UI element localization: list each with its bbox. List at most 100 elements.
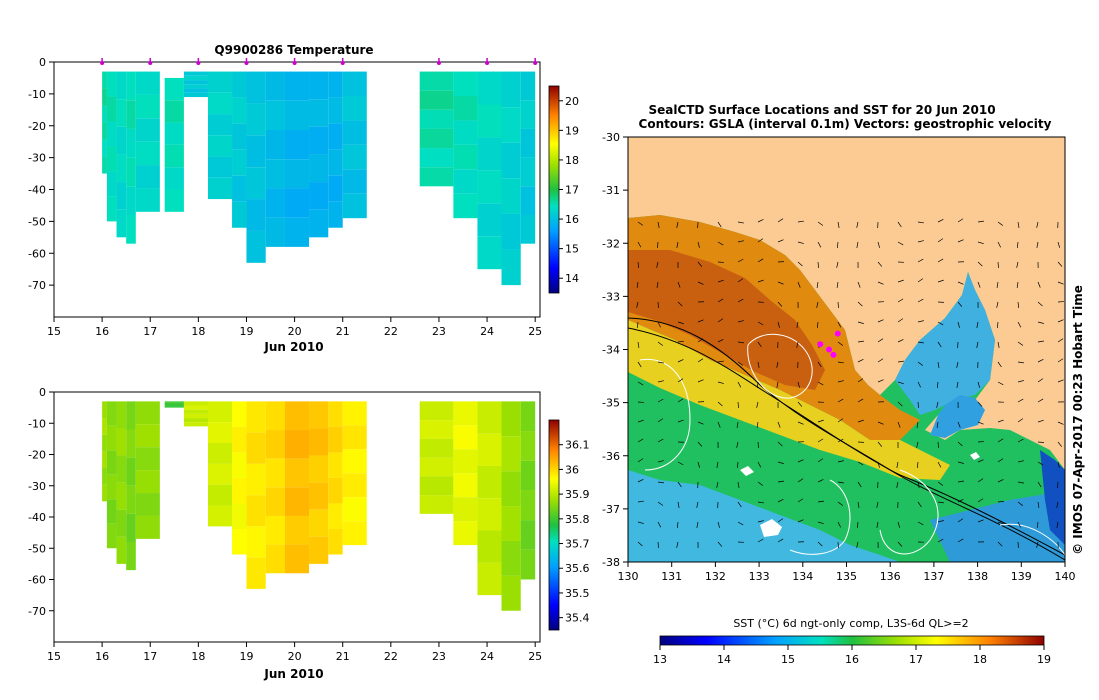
velocity-vector: [657, 541, 659, 549]
velocity-vector: [797, 519, 804, 523]
velocity-vector: [817, 241, 822, 248]
profile-cell: [116, 99, 127, 127]
velocity-vector: [857, 481, 862, 488]
profile-cell: [232, 201, 247, 228]
velocity-vector: [757, 219, 764, 223]
profile-cell: [116, 455, 127, 483]
profile-cell: [309, 455, 329, 483]
velocity-vector: [797, 421, 804, 425]
velocity-vector: [657, 438, 664, 443]
profile-cell: [126, 128, 136, 158]
velocity-vector: [917, 221, 924, 224]
profile-cell: [477, 137, 502, 171]
velocity-vector: [817, 479, 824, 483]
velocity-vector: [697, 379, 704, 383]
profile-cell: [116, 401, 127, 429]
profile-cell: [453, 425, 478, 450]
velocity-vector: [736, 461, 739, 469]
velocity-vector: [717, 541, 723, 547]
colorbar-tick-label: 35.9: [565, 488, 590, 501]
velocity-vector: [697, 461, 700, 468]
map-y-tick-label: -37: [602, 503, 620, 516]
velocity-vector: [976, 341, 979, 348]
velocity-vector: [777, 218, 784, 223]
gsla-contour: [879, 469, 939, 555]
seal-location-point: [834, 330, 841, 337]
map-y-ticks: -30 -31 -32 -33 -34 -35 -36 -37 -38: [602, 131, 628, 569]
profile-cell: [102, 434, 107, 452]
velocity-vector: [1017, 438, 1024, 443]
velocity-vector: [776, 361, 779, 368]
velocity-vector: [837, 380, 844, 383]
profile-cell: [126, 542, 136, 571]
velocity-vector: [837, 321, 842, 328]
map-x-tick-label: 135: [836, 570, 857, 583]
profile-cell: [477, 170, 502, 204]
profile-cell: [501, 540, 521, 576]
velocity-vector: [1036, 221, 1039, 228]
profile-cell: [246, 463, 266, 496]
profile-cell: [116, 509, 127, 537]
profile-cell: [501, 471, 521, 507]
map-y-tick-label: -32: [602, 237, 620, 250]
velocity-vector: [637, 241, 642, 248]
velocity-vector: [897, 241, 904, 246]
velocity-vector: [777, 499, 784, 503]
velocity-vector: [957, 281, 964, 285]
map-y-tick-label: -33: [602, 290, 620, 303]
map-x-tick-label: 130: [618, 570, 639, 583]
profile-cell: [232, 123, 247, 150]
y-tick-label: -60: [28, 574, 46, 587]
x-tick-label: 22: [384, 325, 398, 338]
velocity-vector: [757, 441, 759, 449]
profile-cell: [477, 71, 502, 105]
profile-cell: [207, 401, 233, 423]
velocity-vector: [757, 481, 764, 486]
profile-cell: [328, 401, 343, 427]
y-tick-label: -10: [28, 88, 46, 101]
velocity-vector: [957, 301, 963, 307]
velocity-vector: [677, 481, 682, 488]
profile-marker-dot: [196, 61, 201, 65]
profile-cell: [102, 105, 107, 123]
velocity-vector: [737, 221, 744, 224]
velocity-vector: [917, 258, 924, 263]
velocity-vector: [817, 438, 824, 443]
x-tick-label: 24: [480, 650, 494, 663]
profile-cell: [419, 420, 454, 439]
velocity-vector: [917, 501, 922, 508]
velocity-vector: [777, 421, 781, 428]
velocity-vector: [757, 461, 762, 468]
profile-cell: [284, 159, 310, 189]
map-x-tick-label: 134: [792, 570, 813, 583]
velocity-vector: [917, 361, 924, 366]
velocity-vector: [837, 481, 844, 484]
map-y-tick-label: -38: [602, 556, 620, 569]
salinity-heatmap: [102, 401, 536, 611]
velocity-vector: [817, 381, 824, 386]
profile-cell: [116, 126, 127, 155]
cool-south-east-sst: [930, 490, 1065, 562]
velocity-vector: [797, 478, 804, 483]
velocity-vector: [1056, 521, 1059, 528]
velocity-vector: [857, 301, 863, 307]
profile-cell: [246, 401, 266, 433]
coastal-cold-sst: [1040, 450, 1065, 545]
velocity-vector: [777, 518, 784, 523]
profile-cell: [102, 71, 107, 89]
velocity-vector: [737, 341, 744, 344]
velocity-vector: [977, 241, 984, 245]
velocity-vector: [976, 321, 979, 328]
y-tick-label: -50: [28, 542, 46, 555]
velocity-vector: [637, 221, 644, 226]
velocity-vector: [677, 398, 684, 403]
velocity-vector: [997, 458, 1004, 463]
profile-cell: [501, 506, 521, 541]
salinity-panel: 15 16 17 18 19 20 21 22 23 24 25 0 -10 -20 -30 -40 -50 -…: [28, 386, 589, 681]
velocity-vector: [837, 501, 844, 506]
profile-cell: [284, 130, 310, 160]
velocity-vector: [837, 460, 844, 463]
velocity-vector: [757, 361, 760, 368]
profile-cell: [126, 429, 136, 458]
profile-cell: [207, 156, 233, 178]
